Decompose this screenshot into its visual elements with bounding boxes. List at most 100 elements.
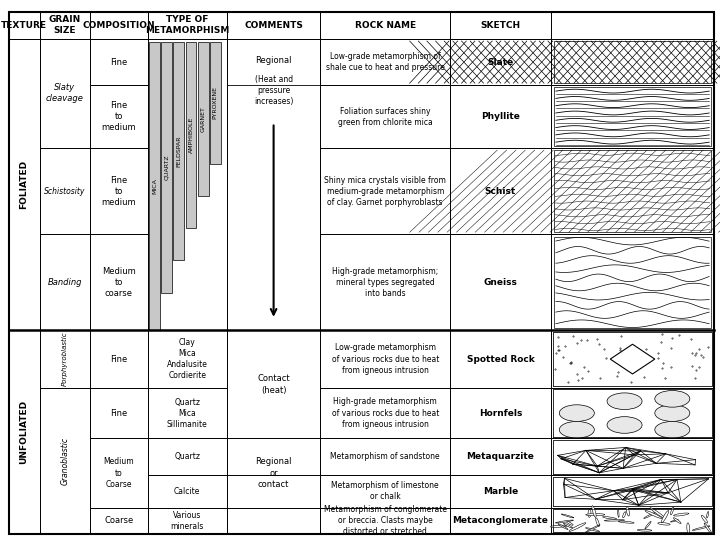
Bar <box>90 508 148 534</box>
Bar <box>320 148 450 234</box>
Bar <box>320 85 450 148</box>
Polygon shape <box>611 345 654 374</box>
Bar <box>90 39 148 85</box>
Text: Contact
(heat): Contact (heat) <box>257 374 290 395</box>
Ellipse shape <box>562 514 574 518</box>
Bar <box>450 12 551 39</box>
Ellipse shape <box>595 518 599 526</box>
Bar <box>90 234 148 330</box>
Bar <box>186 42 197 228</box>
Bar <box>40 12 90 39</box>
Text: High-grade metamorphism;
mineral types segregated
into bands: High-grade metamorphism; mineral types s… <box>332 267 438 298</box>
Text: TEXTURE: TEXTURE <box>1 21 47 30</box>
Bar <box>210 42 221 164</box>
Text: Quartz
Mica
Sillimanite: Quartz Mica Sillimanite <box>167 397 207 429</box>
Bar <box>148 39 227 330</box>
Text: TYPE OF
METAMORPHISM: TYPE OF METAMORPHISM <box>145 15 230 36</box>
Bar <box>450 39 551 85</box>
Bar <box>551 438 714 475</box>
Bar <box>553 440 712 474</box>
Bar <box>450 475 551 508</box>
Text: Metamorphism of limestone
or chalk: Metamorphism of limestone or chalk <box>331 481 439 502</box>
Bar <box>551 234 714 330</box>
Bar <box>551 148 714 234</box>
Bar <box>551 330 714 388</box>
Text: SKETCH: SKETCH <box>480 21 521 30</box>
Text: Regional: Regional <box>256 56 292 65</box>
Bar <box>320 12 450 39</box>
Bar <box>148 438 227 475</box>
Bar <box>551 39 714 85</box>
Bar <box>90 330 148 388</box>
Text: Regional
or
contact: Regional or contact <box>256 457 292 489</box>
Text: Metamorphism of conglomerate
or breccia. Clasts maybe
distorted or stretched: Metamorphism of conglomerate or breccia.… <box>324 505 446 536</box>
Text: Marble: Marble <box>483 487 518 496</box>
Ellipse shape <box>673 518 681 523</box>
Ellipse shape <box>687 523 690 534</box>
Bar <box>40 330 90 388</box>
Bar <box>90 438 148 508</box>
Text: Fine
to
medium: Fine to medium <box>102 176 136 207</box>
Text: Schist: Schist <box>485 187 516 195</box>
Ellipse shape <box>654 421 690 438</box>
Text: MICA: MICA <box>152 178 157 194</box>
Ellipse shape <box>644 512 656 518</box>
Bar <box>148 475 227 508</box>
Ellipse shape <box>585 514 605 516</box>
Text: COMMENTS: COMMENTS <box>244 21 303 30</box>
Bar <box>554 87 711 146</box>
Bar <box>320 508 450 534</box>
Ellipse shape <box>654 405 690 421</box>
Bar <box>198 42 209 197</box>
Ellipse shape <box>701 515 708 523</box>
Bar <box>148 388 227 438</box>
Bar <box>148 508 227 534</box>
Bar <box>148 330 227 388</box>
Ellipse shape <box>637 529 652 531</box>
Ellipse shape <box>618 521 634 523</box>
Bar <box>90 85 148 148</box>
Bar <box>554 150 711 232</box>
Ellipse shape <box>658 523 670 525</box>
Ellipse shape <box>706 511 708 518</box>
Bar <box>174 42 184 260</box>
Text: Granoblastic: Granoblastic <box>60 436 69 485</box>
Ellipse shape <box>592 505 596 517</box>
Text: FELDSPAR: FELDSPAR <box>176 136 181 167</box>
Text: Foliation surfaces shiny
green from chlorite mica: Foliation surfaces shiny green from chlo… <box>338 106 433 127</box>
Text: (Heat and
pressure
increases): (Heat and pressure increases) <box>254 75 293 106</box>
Text: Quartz: Quartz <box>174 453 200 461</box>
Bar <box>227 438 320 508</box>
Bar <box>227 330 320 438</box>
Text: Fine: Fine <box>110 355 127 363</box>
Ellipse shape <box>566 521 573 525</box>
Text: Metaquarzite: Metaquarzite <box>467 453 534 461</box>
Ellipse shape <box>662 510 669 523</box>
Bar <box>450 234 551 330</box>
Ellipse shape <box>564 523 572 528</box>
Text: Spotted Rock: Spotted Rock <box>467 355 534 363</box>
Bar <box>450 330 551 388</box>
Ellipse shape <box>588 509 591 517</box>
Text: Medium
to
Coarse: Medium to Coarse <box>104 457 134 489</box>
Bar <box>450 388 551 438</box>
Bar <box>9 12 40 39</box>
Text: Fine: Fine <box>110 409 127 417</box>
Text: Calcite: Calcite <box>174 487 200 496</box>
Text: Clay
Mica
Andalusite
Cordierite: Clay Mica Andalusite Cordierite <box>167 338 207 380</box>
Ellipse shape <box>585 525 600 532</box>
Bar <box>40 148 90 234</box>
Bar <box>148 12 227 39</box>
Text: GRAIN
SIZE: GRAIN SIZE <box>49 15 81 36</box>
Bar <box>554 41 711 83</box>
Text: High-grade metamorphism
of various rocks due to heat
from igneous intrusion: High-grade metamorphism of various rocks… <box>331 397 439 429</box>
Bar <box>450 508 551 534</box>
Bar <box>90 388 148 438</box>
Ellipse shape <box>645 510 662 518</box>
Text: Banding: Banding <box>48 278 82 287</box>
Bar <box>227 12 320 39</box>
Text: Low-grade metamorphism of
shale cue to heat and pressure: Low-grade metamorphism of shale cue to h… <box>325 52 445 72</box>
Bar <box>227 39 320 330</box>
Text: GARNET: GARNET <box>201 106 206 132</box>
Text: COMPOSITION: COMPOSITION <box>83 21 155 30</box>
